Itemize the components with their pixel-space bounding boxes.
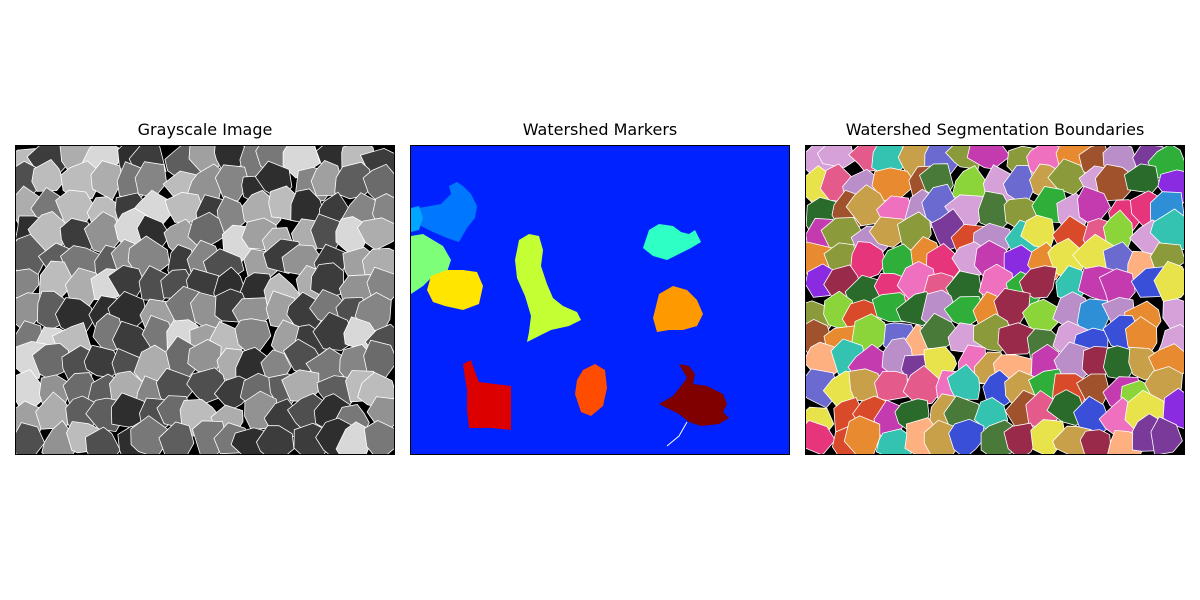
segmentation-image	[806, 146, 1184, 454]
marker-lime	[515, 234, 581, 342]
segment-grain-179	[1150, 416, 1183, 454]
marker-aqua	[643, 224, 701, 260]
segment-grain-32	[845, 184, 889, 227]
gray-grain-179	[363, 420, 394, 454]
marker-cyan-blue	[419, 182, 477, 242]
segment-grain-84	[1019, 265, 1058, 299]
segment-grain-141	[946, 363, 981, 400]
segment-grain-1	[816, 146, 855, 169]
gray-grain-121	[31, 342, 70, 380]
gray-grain-168	[85, 426, 121, 454]
marker-orange	[653, 286, 703, 332]
markers-image	[411, 146, 789, 454]
segment-grain-164	[1162, 387, 1184, 429]
marker-dark-red-tail	[666, 421, 688, 447]
gray-grain-170	[130, 415, 170, 454]
segment-grain-89	[1153, 260, 1184, 304]
grayscale-image-panel	[15, 145, 395, 455]
segmentation-panel	[805, 145, 1185, 455]
segment-grain-113	[997, 322, 1037, 356]
markers-panel	[410, 145, 790, 455]
segment-grain-139	[902, 364, 942, 407]
segment-grain-171	[948, 418, 985, 454]
segment-grain-167	[843, 415, 881, 454]
panel-title-markers: Watershed Markers	[522, 120, 678, 139]
marker-sky-blue	[411, 206, 423, 232]
gray-grain-16	[31, 158, 65, 192]
marker-dark-red	[659, 364, 729, 426]
marker-orange-red	[575, 364, 607, 416]
panel-title-segmentation: Watershed Segmentation Boundaries	[845, 120, 1145, 139]
gray-grain-175	[255, 425, 295, 454]
gray-grain-36	[164, 191, 205, 223]
gray-grain-165	[16, 422, 46, 454]
segment-grain-165	[806, 420, 836, 454]
segment-grain-138	[874, 370, 909, 401]
gray-grain-171	[158, 421, 195, 454]
segment-grain-175	[1052, 425, 1092, 454]
gray-grain-52	[187, 211, 226, 251]
segment-grain-176	[1079, 429, 1112, 454]
segment-grain-173	[1003, 422, 1037, 454]
marker-red	[463, 360, 511, 430]
marker-light-green	[411, 234, 451, 294]
segment-grain-62	[849, 241, 887, 282]
gray-grain-59	[356, 217, 394, 251]
gray-grain-117	[312, 311, 356, 351]
grayscale-image	[16, 146, 394, 454]
marker-yellow	[427, 270, 483, 310]
panel-title-grayscale: Grayscale Image	[137, 120, 273, 139]
gray-grain-23	[214, 164, 250, 202]
